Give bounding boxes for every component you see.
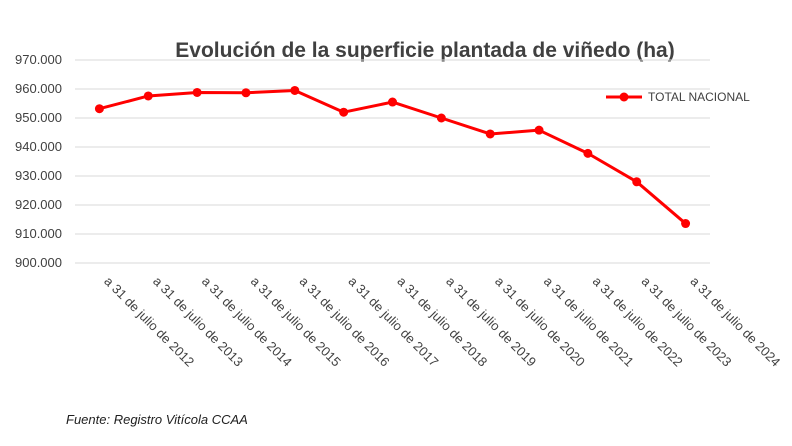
- legend-marker: [619, 92, 629, 102]
- x-tick-label: a 31 de julio de 2015: [248, 274, 344, 370]
- line-chart: Evolución de la superficie plantada de v…: [15, 39, 783, 370]
- data-point: [485, 129, 495, 139]
- y-tick-label: 950.000: [15, 110, 62, 125]
- x-tick-label: a 31 de julio de 2020: [492, 274, 588, 370]
- source-note: Fuente: Registro Vitícola CCAA: [66, 412, 248, 427]
- y-tick-label: 900.000: [15, 255, 62, 270]
- x-tick-label: a 31 de julio de 2024: [687, 274, 783, 370]
- data-point: [143, 91, 153, 101]
- legend: TOTAL NACIONAL: [606, 90, 750, 104]
- x-tick-label: a 31 de julio de 2013: [150, 274, 246, 370]
- y-tick-label: 910.000: [15, 226, 62, 241]
- data-point: [388, 97, 397, 107]
- legend-label: TOTAL NACIONAL: [648, 90, 750, 104]
- data-point: [583, 148, 593, 158]
- x-tick-label: a 31 de julio de 2019: [443, 274, 539, 370]
- y-tick-label: 960.000: [15, 81, 62, 96]
- x-tick-label: a 31 de julio de 2022: [590, 274, 686, 370]
- data-point: [290, 85, 300, 95]
- data-point: [681, 219, 691, 229]
- data-point: [632, 177, 642, 187]
- x-tick-label: a 31 de julio de 2016: [297, 274, 393, 370]
- x-tick-label: a 31 de julio de 2014: [199, 274, 295, 370]
- series-line: [99, 88, 687, 225]
- data-point: [192, 87, 202, 97]
- y-tick-label: 920.000: [15, 197, 62, 212]
- x-tick-label: a 31 de julio de 2021: [541, 274, 637, 370]
- chart-title: Evolución de la superficie plantada de v…: [175, 39, 674, 62]
- y-tick-label: 930.000: [15, 168, 62, 183]
- x-tick-label: a 31 de julio de 2017: [346, 274, 442, 370]
- x-tick-label: a 31 de julio de 2023: [639, 274, 735, 370]
- data-point: [534, 125, 544, 135]
- y-tick-label: 940.000: [15, 139, 62, 154]
- y-tick-label: 970.000: [15, 52, 62, 67]
- x-tick-label: a 31 de julio de 2012: [101, 274, 197, 370]
- y-axis: 900.000 910.000 920.000 930.000 940.000 950.0…: [15, 52, 62, 270]
- data-point: [241, 88, 251, 98]
- data-point: [436, 113, 446, 123]
- data-point: [339, 107, 349, 117]
- series-total-nacional: [94, 85, 691, 229]
- x-tick-label: a 31 de julio de 2018: [394, 274, 490, 370]
- data-point: [94, 104, 104, 114]
- gridlines: [75, 59, 710, 264]
